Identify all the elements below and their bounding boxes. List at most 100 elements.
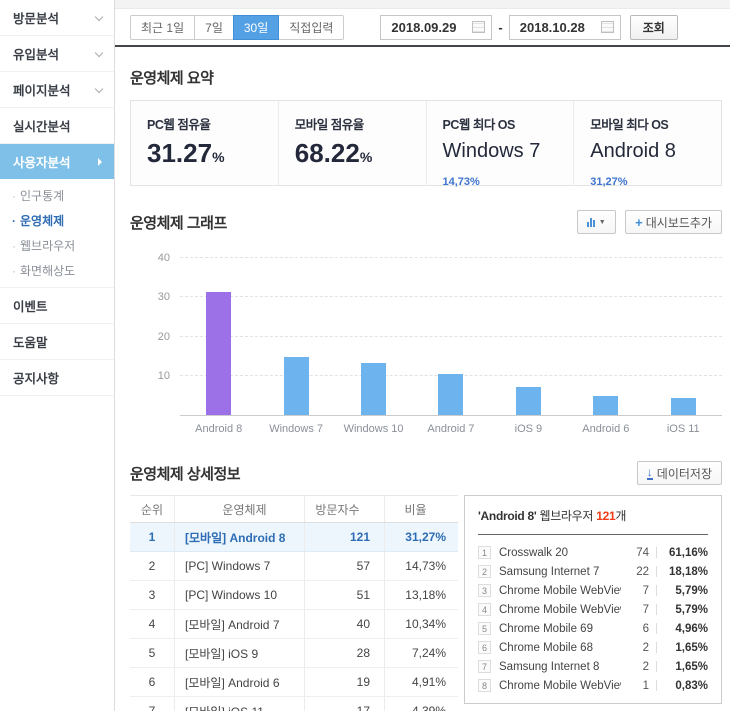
value-divider: [656, 566, 657, 577]
x-tick-label-3: Android 7: [412, 423, 489, 435]
sidebar-item-label: 페이지분석: [13, 80, 71, 99]
summary-card-2: PC웹 최다 OSWindows 714,73%: [427, 101, 575, 185]
sidebar-item-9[interactable]: 이벤트: [0, 288, 114, 324]
sidebar-item-1[interactable]: 유입분석: [0, 36, 114, 72]
bullet-icon: ·: [12, 264, 16, 278]
browser-ratio: 1,65%: [664, 642, 708, 654]
sidebar-subitem-5[interactable]: · 인구통계: [0, 183, 114, 208]
browser-name: Chrome Mobile 68: [499, 642, 621, 654]
bar-Android 8[interactable]: [206, 292, 231, 415]
calendar-icon[interactable]: [472, 21, 485, 33]
table-row[interactable]: 1[모바일] Android 812131,27%: [130, 523, 458, 552]
value-divider: [656, 547, 657, 558]
rank-cell: 1: [130, 523, 174, 551]
range-button-3[interactable]: 직접입력: [278, 15, 344, 40]
browser-visit-count: 22: [621, 566, 649, 578]
table-row[interactable]: 3[PC] Windows 105113,18%: [130, 581, 458, 610]
browser-ratio: 5,79%: [664, 585, 708, 597]
bar-Windows 7[interactable]: [284, 357, 309, 415]
details-body: 순위운영체제방문자수비율1[모바일] Android 812131,27%2[P…: [130, 495, 722, 711]
rank-cell: 7: [130, 697, 174, 711]
save-data-button[interactable]: ↓ 데이터저장: [637, 461, 722, 485]
sidebar-nav: 방문분석유입분석페이지분석실시간분석사용자분석·인구통계·운영체제·웹브라우저·…: [0, 0, 115, 711]
summary-card-label: 모바일 점유율: [295, 114, 410, 133]
sidebar-subitem-label: 인구통계: [20, 189, 64, 203]
browser-rank-badge: 6: [478, 641, 491, 654]
ratio-cell: 4,39%: [384, 697, 458, 711]
table-row[interactable]: 5[모바일] iOS 9287,24%: [130, 639, 458, 668]
summary-value-unit: %: [360, 149, 372, 165]
browser-visit-count: 6: [621, 623, 649, 635]
browser-name: Samsung Internet 8: [499, 661, 621, 673]
bar-Windows 10[interactable]: [361, 363, 386, 415]
sidebar-subitem-6[interactable]: ·운영체제: [0, 208, 114, 233]
range-button-2[interactable]: 30일: [233, 15, 279, 40]
sidebar-subitem-label: 웹브라우저: [20, 239, 75, 253]
summary-card-value: Android 8: [590, 140, 705, 163]
sidebar-item-3[interactable]: 실시간분석: [0, 108, 114, 144]
ratio-cell: 7,24%: [384, 639, 458, 667]
rank-cell: 3: [130, 581, 174, 609]
summary-card-label: 모바일 최다 OS: [590, 114, 705, 133]
bar-iOS 9[interactable]: [516, 387, 541, 415]
value-divider: [656, 680, 657, 691]
table-row[interactable]: 7[모바일] iOS 11174,39%: [130, 697, 458, 711]
os-cell: [PC] Windows 10: [174, 581, 304, 609]
date-to-field[interactable]: [509, 15, 621, 40]
sidebar-item-2[interactable]: 페이지분석: [0, 72, 114, 108]
sidebar-subitem-7[interactable]: ·웹브라우저: [0, 233, 114, 258]
summary-card-3: 모바일 최다 OSAndroid 831,27%: [574, 101, 721, 185]
browser-rank-badge: 3: [478, 584, 491, 597]
x-tick-label-4: iOS 9: [490, 423, 567, 435]
summary-value-unit: %: [212, 149, 224, 165]
browser-rank-badge: 8: [478, 679, 491, 692]
ratio-cell: 10,34%: [384, 610, 458, 638]
browser-rank-badge: 7: [478, 660, 491, 673]
sidebar-item-4[interactable]: 사용자분석: [0, 144, 114, 179]
table-header-3: 비율: [384, 496, 458, 522]
chart-toolbar: ▼ + 대시보드추가: [577, 210, 722, 234]
add-dashboard-label: 대시보드추가: [646, 214, 712, 231]
browser-ratio: 4,96%: [664, 623, 708, 635]
add-dashboard-button[interactable]: + 대시보드추가: [625, 210, 722, 234]
table-row[interactable]: 6[모바일] Android 6194,91%: [130, 668, 458, 697]
table-row[interactable]: 2[PC] Windows 75714,73%: [130, 552, 458, 581]
summary-card-1: 모바일 점유율 68.22%: [279, 101, 427, 185]
value-divider: [656, 604, 657, 615]
details-section-title: 운영체제 상세정보: [130, 463, 240, 484]
chart-column-Windows 10: [335, 258, 412, 415]
range-button-0[interactable]: 최근 1일: [130, 15, 195, 40]
bar-iOS 11[interactable]: [671, 398, 696, 415]
query-button[interactable]: 조회: [630, 15, 678, 40]
ratio-cell: 14,73%: [384, 552, 458, 580]
date-from-field[interactable]: [380, 15, 492, 40]
x-tick-label-5: Android 6: [567, 423, 644, 435]
chart-type-button[interactable]: ▼: [577, 210, 616, 234]
visitors-cell: 40: [304, 610, 384, 638]
calendar-icon[interactable]: [601, 21, 614, 33]
date-to-input[interactable]: [520, 20, 601, 35]
sidebar-item-0[interactable]: 방문분석: [0, 0, 114, 36]
rank-cell: 5: [130, 639, 174, 667]
os-cell: [모바일] Android 7: [174, 610, 304, 638]
browser-visit-count: 2: [621, 642, 649, 654]
sidebar-subitem-8[interactable]: ·화면해상도: [0, 258, 114, 283]
chart-column-iOS 11: [645, 258, 722, 415]
date-from-input[interactable]: [391, 20, 472, 35]
bullet-icon: ·: [12, 189, 16, 203]
sidebar-item-10[interactable]: 도움말: [0, 324, 114, 360]
y-tick-label: 10: [158, 370, 170, 382]
table-row[interactable]: 4[모바일] Android 74010,34%: [130, 610, 458, 639]
save-data-label: 데이터저장: [657, 465, 712, 482]
summary-card-0: PC웹 점유율31.27%: [131, 101, 279, 185]
sidebar-subgroup: ·인구통계·운영체제·웹브라우저·화면해상도: [0, 179, 114, 288]
summary-value-number: 68.22: [295, 138, 360, 168]
sidebar-item-11[interactable]: 공지사항: [0, 360, 114, 396]
range-button-1[interactable]: 7일: [194, 15, 234, 40]
value-divider: [656, 661, 657, 672]
bar-Android 7[interactable]: [438, 374, 463, 415]
browser-list: 1Crosswalk 207461,16%2Samsung Internet 7…: [478, 543, 708, 695]
visitors-cell: 51: [304, 581, 384, 609]
bar-Android 6[interactable]: [593, 396, 618, 415]
sidebar-item-label: 이벤트: [13, 296, 48, 315]
